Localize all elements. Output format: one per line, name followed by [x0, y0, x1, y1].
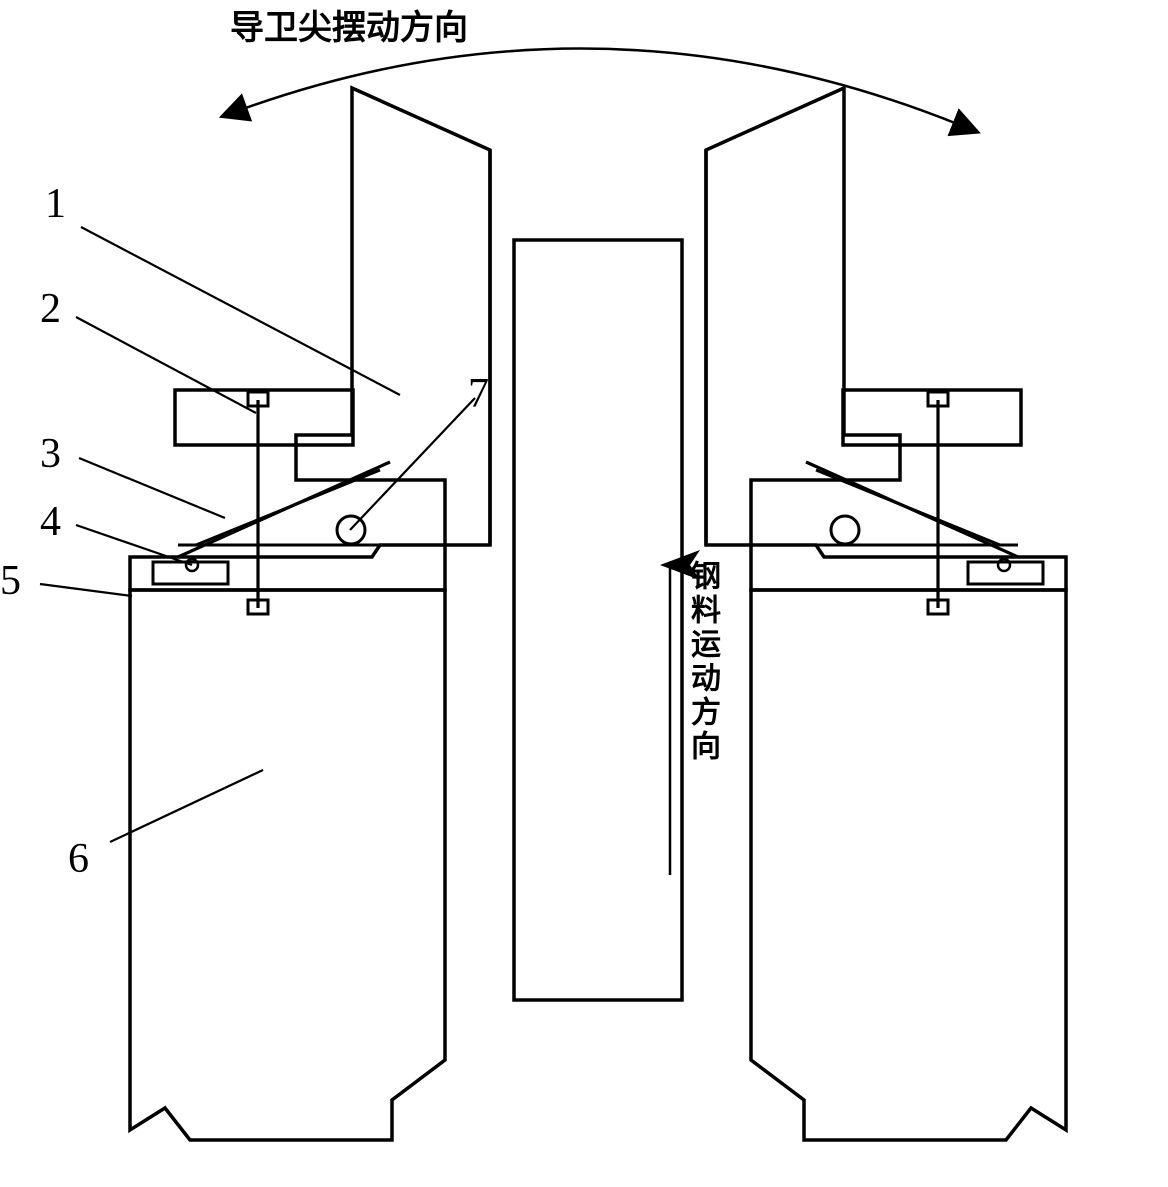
swing-arc	[240, 49, 960, 125]
left-assembly	[130, 88, 490, 1140]
part-1-guide-tip	[296, 88, 490, 545]
leader-4	[76, 525, 192, 565]
label-6: 6	[68, 835, 89, 883]
label-3: 3	[40, 430, 61, 478]
label-2: 2	[40, 285, 61, 333]
label-7: 7	[468, 370, 489, 418]
label-4: 4	[40, 498, 61, 546]
part-1-diag-b	[196, 470, 380, 545]
label-5: 5	[0, 557, 21, 605]
part-6-base	[130, 590, 445, 1140]
leader-7	[350, 398, 475, 530]
diagram-svg	[0, 0, 1168, 1187]
label-1: 1	[45, 180, 66, 228]
right-assembly	[706, 88, 1066, 1140]
diagram-canvas: 1 2 3 4 5 6 7 导卫尖摆动方向 钢料运动方向	[0, 0, 1168, 1187]
leader-5	[40, 584, 132, 596]
top-caption: 导卫尖摆动方向	[230, 0, 468, 49]
leader-3	[79, 458, 225, 518]
steel-bar	[514, 240, 682, 1000]
mid-caption: 钢料运动方向	[680, 560, 724, 764]
leader-6	[110, 770, 263, 842]
leader-2	[76, 317, 256, 413]
